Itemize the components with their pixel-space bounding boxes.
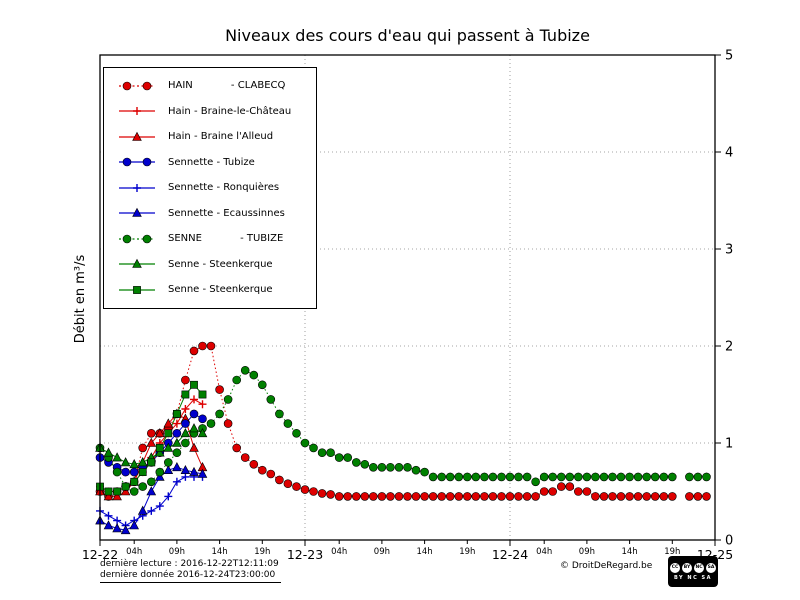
svg-text:12-24: 12-24 [492, 547, 528, 562]
svg-text:14h: 14h [621, 547, 637, 557]
last-data-text: dernière donnée 2016-12-24T23:00:00 [100, 570, 282, 583]
legend-triangle-marker-icon [119, 208, 155, 218]
svg-text:09h: 09h [169, 547, 185, 557]
legend-triangle-marker-icon [119, 259, 155, 269]
legend-circle-marker-icon [119, 157, 155, 167]
svg-text:5: 5 [725, 49, 733, 64]
svg-text:12-23: 12-23 [287, 547, 323, 562]
chart-title: Niveaux des cours d'eau qui passent à Tu… [225, 26, 590, 45]
legend-item: HAIN - CLABECQ [104, 73, 316, 99]
svg-text:3: 3 [725, 243, 733, 258]
legend-plus-marker-icon [119, 183, 155, 192]
legend-label: Senne - Steenkerque [168, 258, 273, 270]
legend-label: Hain - Braine l'Alleud [168, 131, 274, 143]
cc-license-badge[interactable]: cc by nc sa BY NC SA [668, 556, 718, 587]
legend-item: Sennette - Ecaussinnes [104, 201, 316, 227]
svg-text:19h: 19h [664, 547, 680, 557]
legend-label: Senne - Steenkerque [168, 284, 273, 296]
legend-item: SENNE - TUBIZE [104, 226, 316, 252]
y-axis-label: Débit en m³/s [73, 254, 88, 344]
legend-triangle-marker-icon [119, 131, 155, 141]
svg-text:1: 1 [725, 437, 733, 452]
legend-label: Sennette - Tubize [168, 156, 255, 168]
copyright-text: © DroitDeRegard.be [560, 561, 653, 571]
legend-label: HAIN - CLABECQ [168, 80, 286, 92]
legend-item: Hain - Braine l'Alleud [104, 124, 316, 150]
svg-text:12-22: 12-22 [82, 547, 118, 562]
legend-label: Sennette - Ecaussinnes [168, 207, 285, 219]
footer-info: dernière lecture : 2016-12-22T12:11:09 d… [100, 559, 282, 583]
svg-text:09h: 09h [374, 547, 390, 557]
legend: HAIN - CLABECQ Hain - Braine-le-Château Ha… [103, 67, 317, 309]
legend-item: Sennette - Tubize [104, 150, 316, 176]
svg-text:4: 4 [725, 146, 733, 161]
legend-plus-marker-icon [119, 107, 155, 116]
svg-text:19h: 19h [254, 547, 270, 557]
svg-text:0: 0 [725, 534, 733, 549]
svg-text:2: 2 [725, 340, 733, 355]
svg-text:04h: 04h [331, 547, 347, 557]
svg-text:04h: 04h [126, 547, 142, 557]
cc-license-icons: cc by nc sa [670, 562, 716, 573]
legend-label: SENNE - TUBIZE [168, 233, 284, 245]
last-reading-text: dernière lecture : 2016-12-22T12:11:09 [100, 559, 279, 569]
legend-item: Sennette - Ronquières [104, 175, 316, 201]
cc-nc-icon: nc [694, 562, 704, 573]
svg-text:14h: 14h [211, 547, 227, 557]
legend-item: Senne - Steenkerque [104, 252, 316, 278]
svg-text:09h: 09h [579, 547, 595, 557]
legend-item: Senne - Steenkerque [104, 277, 316, 303]
cc-icon: cc [670, 562, 680, 573]
svg-text:14h: 14h [416, 547, 432, 557]
legend-label: Sennette - Ronquières [168, 182, 280, 194]
legend-label: Hain - Braine-le-Château [168, 105, 292, 117]
cc-sa-icon: sa [706, 562, 716, 573]
legend-item: Hain - Braine-le-Château [104, 99, 316, 125]
legend-square-marker-icon [119, 285, 155, 294]
cc-by-icon: by [682, 562, 692, 573]
legend-circle-marker-icon [119, 234, 155, 244]
svg-text:04h: 04h [536, 547, 552, 557]
legend-circle-marker-icon [119, 81, 155, 91]
svg-text:19h: 19h [459, 547, 475, 557]
cc-license-label: BY NC SA [674, 574, 712, 581]
